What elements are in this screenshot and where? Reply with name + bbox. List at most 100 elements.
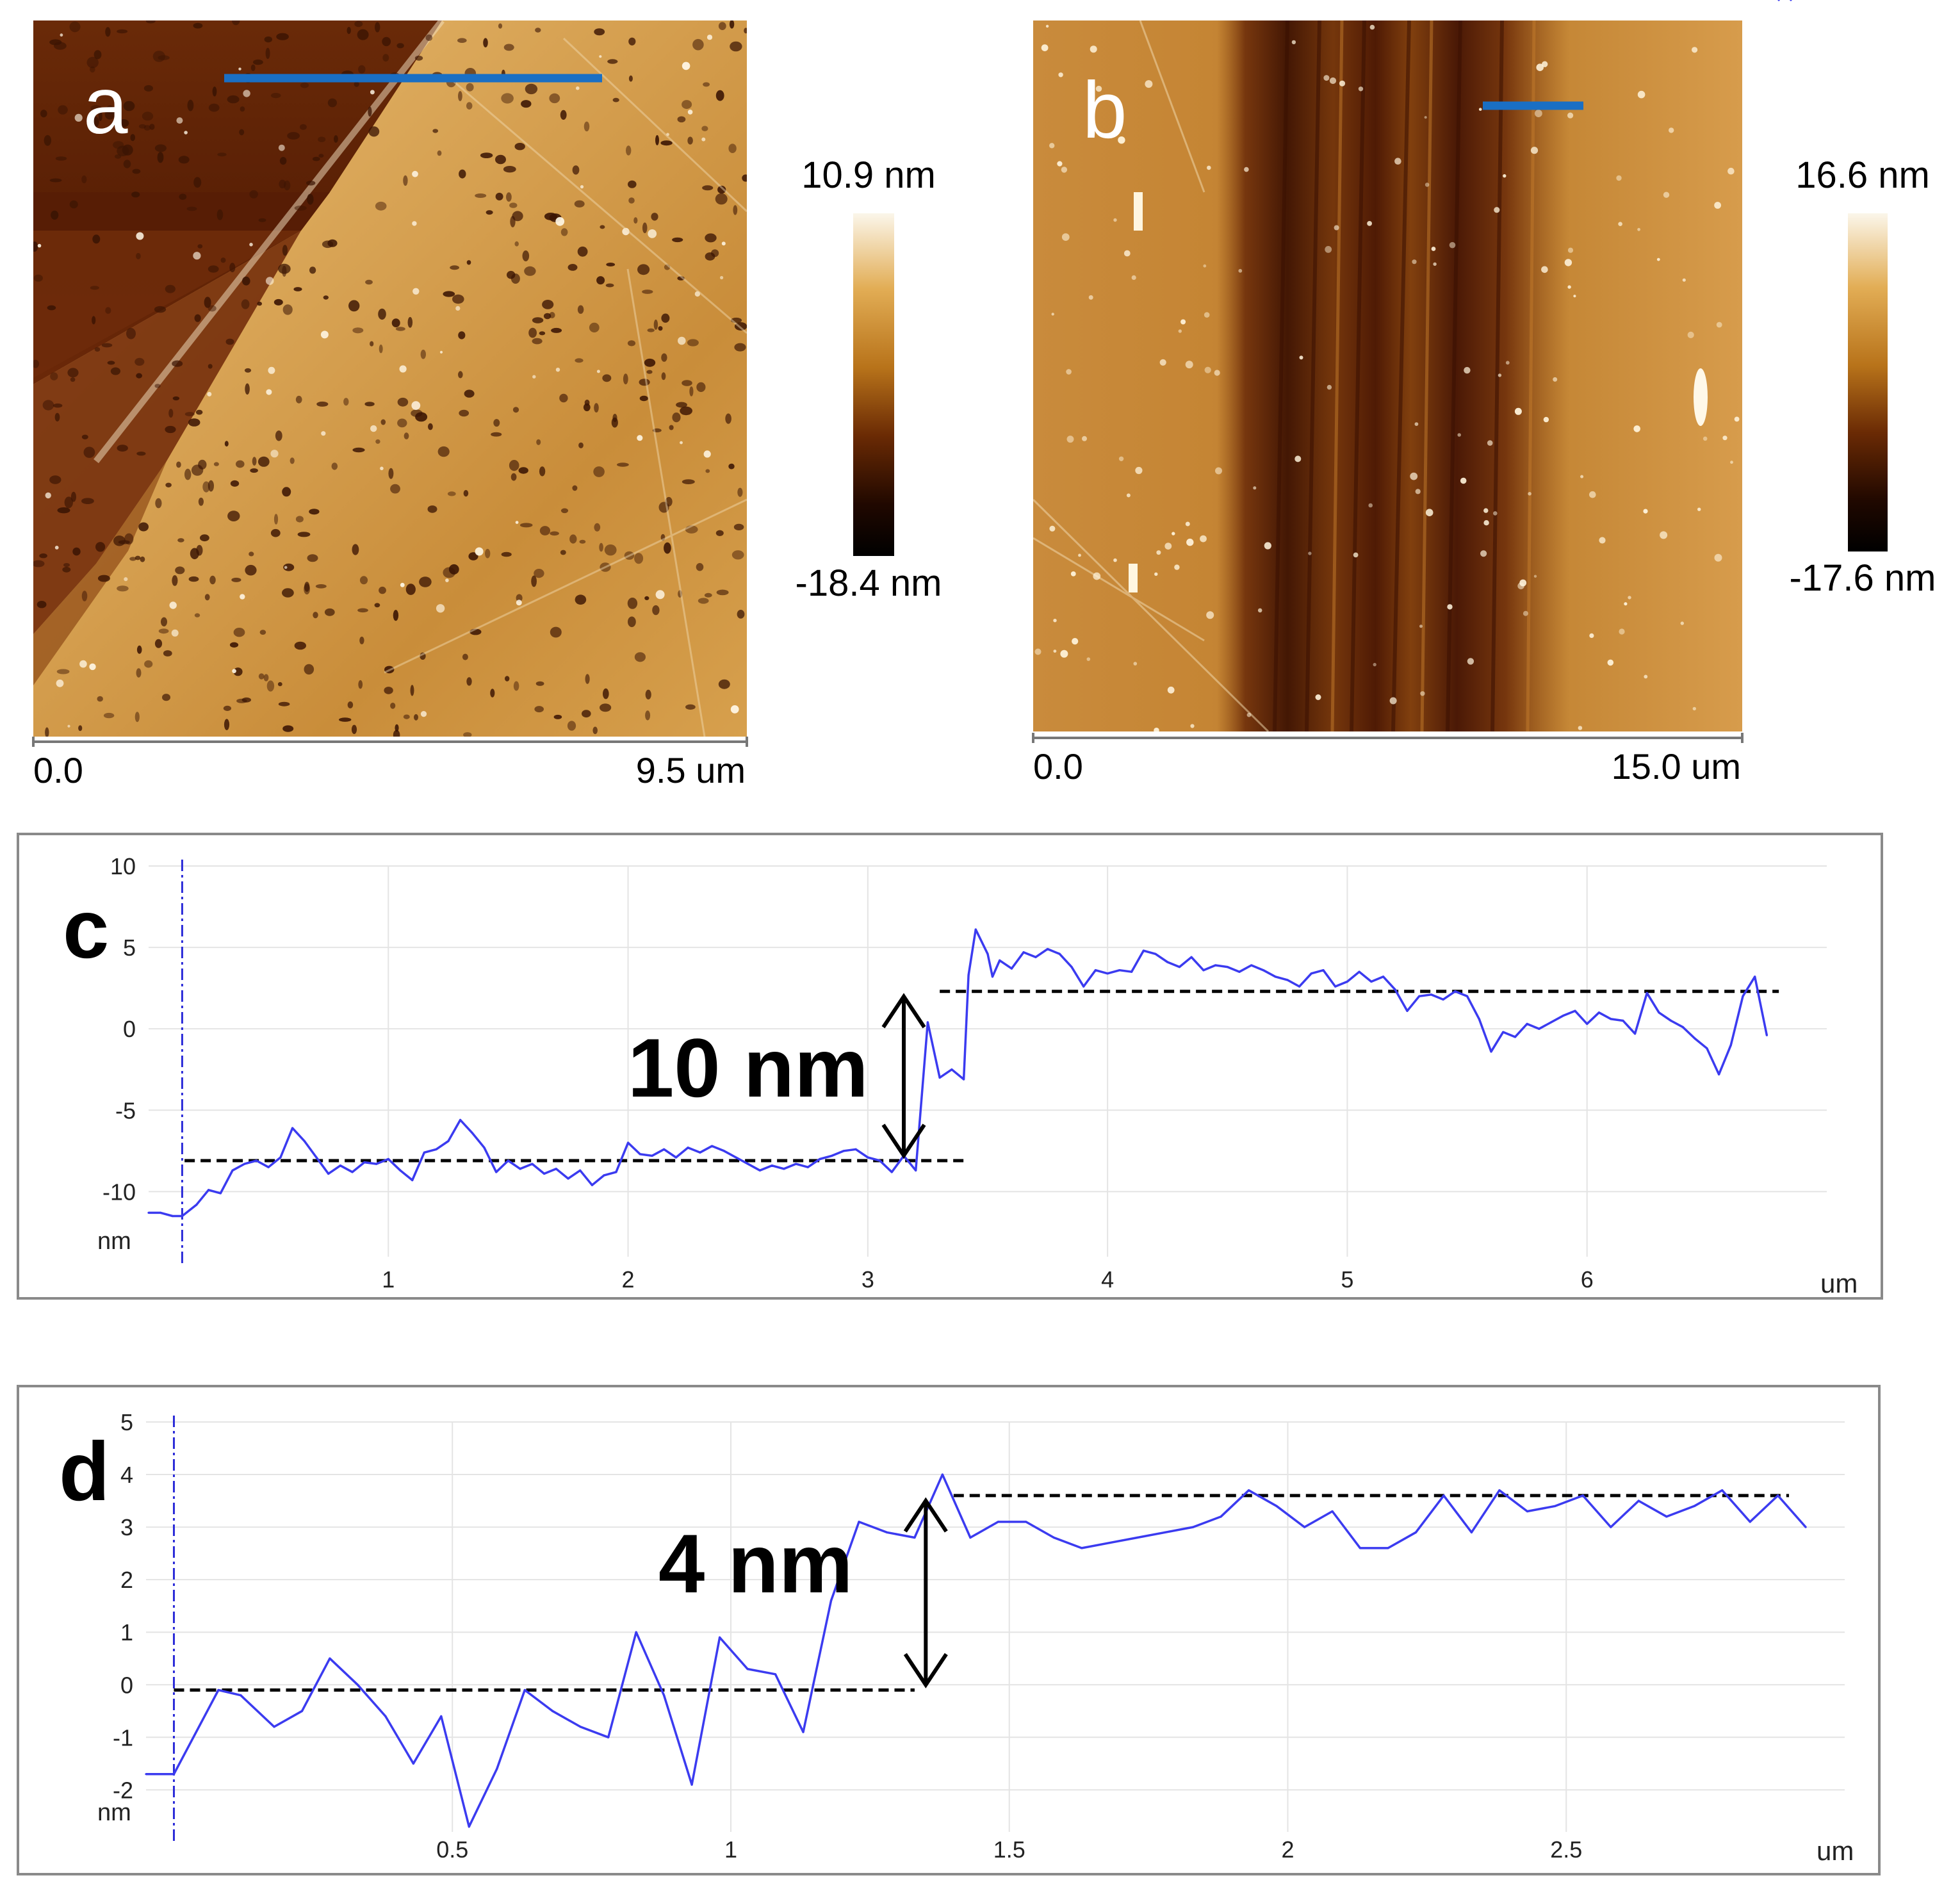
afm-speckle [282,304,293,315]
afm-speckle [186,206,197,211]
afm-speckle [509,202,518,208]
afm-speckle [69,21,81,33]
afm-speckle [270,450,279,458]
afm-speckle [240,594,245,600]
afm-speckle [352,544,359,555]
afm-image-b [1033,20,1742,731]
trace-point [181,1214,183,1218]
afm-speckle [393,610,399,621]
afm-speckle [257,456,270,467]
trace-point [1777,0,1780,1]
afm-speckle [318,136,326,142]
afm-speckle [1410,472,1418,480]
afm-speckle [1573,295,1576,298]
afm-speckle [1204,312,1210,318]
trace-point [663,1694,666,1697]
afm-speckle [223,705,231,711]
trace-point [1070,966,1073,968]
afm-speckle [136,373,143,379]
afm-speckle [1204,366,1211,373]
afm-speckle [605,283,614,288]
afm-speckle [687,136,693,145]
trace-point [145,1773,147,1776]
trace-point [1658,1011,1660,1014]
afm-speckle [617,462,629,467]
afm-speckle [304,584,310,595]
afm-speckle [603,688,609,699]
afm-speckle [655,135,659,145]
afm-speckle [130,134,135,142]
afm-speckle [323,295,329,300]
trace-point [1108,1542,1111,1544]
trace-point [384,1715,387,1718]
afm-speckle [1253,486,1257,490]
afm-speckle [217,152,227,157]
afm-speckle [560,508,569,514]
afm-speckle [536,439,541,445]
afm-speckle [347,27,351,35]
trace-point [1646,992,1648,994]
afm-speckle [123,159,131,168]
trace-point [913,1536,916,1539]
afm-speckle [397,418,407,428]
trace-point [1394,988,1396,991]
afm-speckle [400,582,405,587]
afm-speckle [459,169,466,179]
afm-speckle [140,556,145,562]
trace-point [974,928,977,931]
afm-speckle [249,243,253,247]
afm-speckle [118,119,129,127]
trace-point [719,1636,721,1638]
afm-speckle [493,419,500,427]
afm-speckle [725,413,731,424]
trace-point [1052,1536,1055,1539]
afm-speckle [149,124,155,130]
trace-point [735,1156,737,1159]
afm-speckle [704,592,712,598]
trace-point [1334,985,1337,988]
trace-point [363,1161,366,1164]
afm-speckle [294,641,306,650]
afm-speckle [655,590,665,600]
afm-speckle [1425,509,1433,516]
trace-point [1322,969,1325,972]
afm-speckle [209,575,216,585]
afm-speckle [678,336,686,345]
afm-speckle [660,534,666,541]
afm-speckle [730,317,742,323]
afm-speckle [295,516,304,523]
afm-speckle [265,277,274,285]
afm-speckle [318,154,324,158]
trace-point [217,1688,220,1692]
afm-speckle [1373,662,1376,667]
afm-speckle [279,179,286,189]
afm-speckle [208,305,216,312]
afm-speckle [178,156,190,164]
afm-speckle [364,402,375,407]
afm-speckle [653,319,658,330]
afm-speckle [117,145,129,156]
afm-speckle [207,391,212,396]
afm-speckle [245,564,257,576]
afm-speckle [1086,657,1091,661]
afm-speckle [198,497,204,506]
afm-speckle [204,297,211,308]
afm-speckle [279,157,287,165]
afm-speckle [397,397,409,407]
afm-speckle [313,612,318,619]
afm-speckle [1358,86,1364,92]
afm-speckle [575,594,587,605]
trace-point [1478,1018,1480,1020]
afm-speckle [379,586,386,594]
afm-speckle [676,402,687,408]
afm-speckle [1478,108,1482,111]
trace-point [1274,976,1277,978]
afm-speckle [485,548,491,559]
afm-speckle [677,116,686,123]
afm-speckle [447,491,456,496]
afm-speckle [154,144,167,152]
afm-speckle [669,425,674,430]
afm-speckle [1135,466,1143,475]
afm-speckle [1607,659,1614,666]
afm-speckle [568,264,578,271]
